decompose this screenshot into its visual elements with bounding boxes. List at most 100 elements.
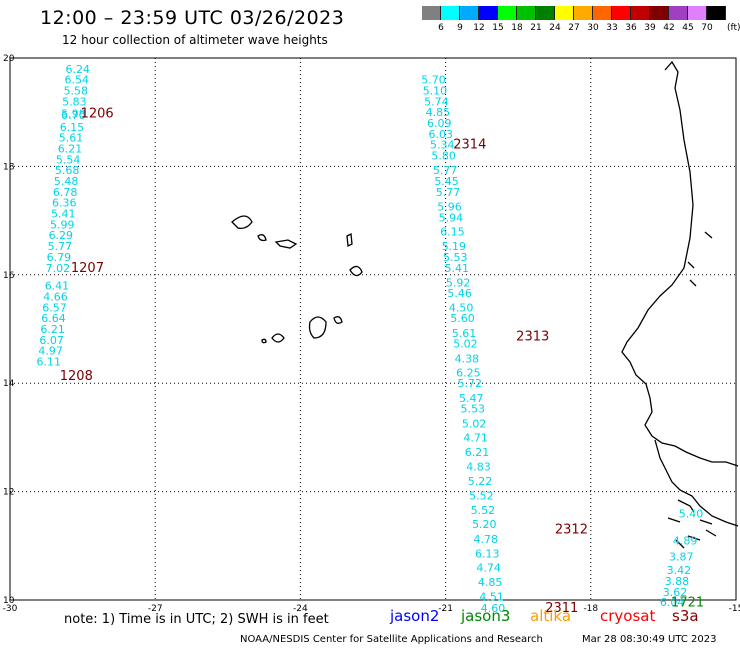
wave-height-value: 6.57: [42, 301, 67, 314]
generation-timestamp: Mar 28 08:30:49 UTC 2023: [582, 634, 717, 645]
scale-label-9: 9: [457, 23, 463, 33]
scale-swatch-21: [536, 6, 555, 20]
satellite-cryosat: cryosat: [600, 607, 656, 625]
wave-height-value: 6.36: [52, 197, 77, 210]
lat-tick-label: 12: [3, 488, 14, 498]
wave-height-value: 5.60: [450, 312, 475, 325]
wave-height-value: 4.71: [463, 431, 488, 444]
scale-swatch-27: [574, 6, 593, 20]
wave-height-value: 6.11: [36, 356, 61, 369]
pass-label: 2311: [545, 601, 578, 616]
lon-tick-label: -21: [438, 604, 453, 614]
wave-height-value: 4.74: [476, 561, 501, 574]
wave-height-value: 5.19: [442, 240, 467, 253]
wave-height-value: 6.54: [65, 74, 90, 87]
wave-height-value: 5.48: [54, 175, 79, 188]
wave-height-value: 5.02: [453, 338, 478, 351]
wave-height-value: 3.87: [669, 551, 694, 564]
wave-height-value: 6.21: [58, 143, 83, 156]
wave-height-value: 5.10: [423, 85, 448, 98]
wave-height-value: 5.02: [462, 417, 487, 430]
footer-note: note: 1) Time is in UTC; 2) SWH is in fe…: [64, 612, 329, 627]
map-frame: [9, 57, 737, 601]
wave-height-value: 4.78: [474, 533, 499, 546]
wave-height-value: 5.61: [59, 132, 84, 145]
lat-tick-label: 10: [3, 596, 15, 606]
scale-swatch-45: [688, 6, 707, 20]
cape-verde-sao-nicolau: [274, 239, 298, 249]
scale-swatch-12: [479, 6, 498, 20]
wave-height-value: 5.46: [447, 287, 472, 300]
scale-swatch-24: [555, 6, 574, 20]
wave-height-value: 5.61: [452, 327, 477, 340]
wave-height-value: 6.21: [465, 446, 490, 459]
scale-label-15: 15: [492, 23, 504, 33]
wave-height-value: 3.88: [665, 575, 690, 588]
lat-lon-grid: 20 18 16 14 12 10-30 -27 -24 -21 -18 -15: [3, 54, 740, 614]
cape-verde-brava: [261, 338, 267, 344]
cape-verde-sal: [346, 232, 353, 248]
lon-tick-label: -30: [3, 604, 18, 614]
pass-label: 2314: [453, 138, 486, 153]
wave-height-value: 5.92: [446, 276, 471, 289]
scale-label-30: 30: [587, 23, 599, 33]
chart-subtitle: 12 hour collection of altimeter wave hei…: [62, 33, 328, 47]
wave-height-value: 5.53: [443, 251, 468, 264]
wave-height-value: 4.85: [478, 576, 503, 589]
wave-height-value: 6.70: [61, 109, 86, 122]
chart-title: 12:00 – 23:59 UTC 03/26/2023: [40, 7, 345, 29]
scale-swatch-3: [422, 6, 441, 20]
color-scale-unit: (ft): [727, 23, 740, 33]
wave-height-value: 6.29: [49, 229, 74, 242]
lon-tick-label: -15: [729, 604, 740, 614]
scale-swatch-42: [669, 6, 688, 20]
wave-height-value: 5.54: [56, 153, 81, 166]
scale-swatch-30: [593, 6, 612, 20]
wave-height-value: 5.52: [471, 504, 496, 517]
scale-swatch-39: [650, 6, 669, 20]
bijagos-islands: [667, 499, 717, 549]
pass-label: 1208: [60, 369, 93, 384]
wave-height-value: 6.13: [475, 547, 500, 560]
cape-verde-fogo: [271, 333, 285, 343]
wave-height-value: 5.77: [436, 186, 461, 199]
altimeter-tracks: 6.246.545.585.835.986.706.155.616.215.54…: [36, 63, 703, 615]
cape-verde-maio: [333, 316, 343, 324]
pass-label: 2313: [516, 330, 549, 345]
scale-label-42: 42: [663, 23, 675, 33]
cape-verde-santiago: [308, 316, 327, 339]
wave-height-value: 5.52: [469, 489, 494, 502]
wave-height-value: 5.40: [679, 507, 704, 520]
wave-height-value: 5.94: [439, 211, 464, 224]
pass-label: 2312: [555, 523, 588, 538]
scale-swatch-33: [612, 6, 631, 20]
wave-height-value: 5.98: [61, 107, 86, 120]
wave-height-value: 5.41: [51, 208, 76, 221]
scale-swatch-70: [707, 6, 726, 20]
lat-tick-label: 16: [3, 271, 15, 281]
wave-height-value: 5.45: [434, 175, 459, 188]
satellite-jason3: jason3: [461, 607, 511, 625]
credit-line: NOAA/NESDIS Center for Satellite Applica…: [240, 634, 543, 645]
satellite-jason2: jason2: [390, 607, 440, 625]
scale-label-21: 21: [530, 23, 542, 33]
wave-height-value: 5.70: [421, 74, 446, 87]
africa-coastline-south: [654, 439, 739, 527]
lon-tick-label: -24: [293, 604, 308, 614]
scale-swatch-9: [460, 6, 479, 20]
scale-swatch-6: [441, 6, 460, 20]
wave-height-value: 5.47: [459, 392, 484, 405]
wave-height-value: 6.25: [456, 366, 481, 379]
wave-height-value: 5.41: [444, 262, 469, 275]
wave-height-value: 4.51: [479, 591, 504, 604]
lon-tick-label: -18: [583, 604, 598, 614]
wave-height-value: 5.72: [458, 377, 483, 390]
wave-height-value: 4.50: [449, 301, 474, 314]
wave-height-value: 6.21: [40, 323, 65, 336]
lon-tick-label: -27: [148, 604, 163, 614]
scale-label-45: 45: [682, 23, 694, 33]
scale-label-39: 39: [644, 23, 656, 33]
wave-height-value: 5.77: [48, 240, 73, 253]
pass-label: 1207: [71, 261, 104, 276]
